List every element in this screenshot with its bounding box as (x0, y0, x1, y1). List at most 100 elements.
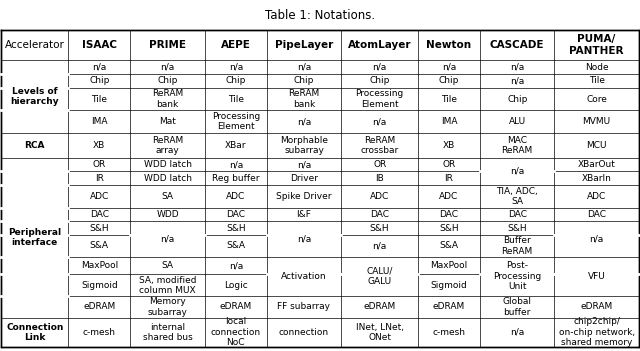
Text: S&A: S&A (90, 241, 109, 250)
Text: XBar: XBar (225, 141, 246, 150)
Text: Newton: Newton (426, 40, 472, 50)
Text: Logic: Logic (224, 281, 248, 290)
Text: DAC: DAC (440, 210, 458, 219)
Text: ISAAC: ISAAC (82, 40, 117, 50)
Text: IMA: IMA (441, 117, 457, 126)
Text: DAC: DAC (90, 210, 109, 219)
Text: Spike Driver: Spike Driver (276, 192, 332, 201)
Text: Processing
Element: Processing Element (212, 112, 260, 131)
Text: MaxPool: MaxPool (81, 261, 118, 270)
Text: S&A: S&A (227, 241, 245, 250)
Text: IR: IR (95, 174, 104, 183)
Text: Node: Node (585, 63, 609, 72)
Text: Peripheral
interface: Peripheral interface (8, 228, 61, 247)
Text: Driver: Driver (290, 174, 318, 183)
Text: Tile: Tile (228, 94, 244, 104)
Text: n/a: n/a (228, 261, 243, 270)
Text: Tile: Tile (441, 94, 457, 104)
Text: WDD latch: WDD latch (143, 160, 191, 169)
Text: ADC: ADC (587, 192, 606, 201)
Text: Buffer
ReRAM: Buffer ReRAM (502, 236, 533, 256)
Text: n/a: n/a (510, 63, 524, 72)
Text: chip2chip/
on-chip network,
shared memory: chip2chip/ on-chip network, shared memor… (559, 317, 635, 347)
Text: Table 1: Notations.: Table 1: Notations. (265, 9, 375, 22)
Text: IR: IR (445, 174, 453, 183)
Text: S&H: S&H (226, 224, 246, 233)
Text: Global
buffer: Global buffer (502, 297, 532, 317)
Text: S&H: S&H (508, 224, 527, 233)
Text: n/a: n/a (510, 328, 524, 337)
Text: n/a: n/a (161, 63, 175, 72)
Text: c-mesh: c-mesh (433, 328, 465, 337)
Text: MCU: MCU (586, 141, 607, 150)
Text: Chip: Chip (89, 77, 109, 85)
Text: AtomLayer: AtomLayer (348, 40, 412, 50)
Text: Post-
Processing
Unit: Post- Processing Unit (493, 261, 541, 291)
Text: n/a: n/a (372, 117, 387, 126)
Text: n/a: n/a (297, 117, 311, 126)
Text: internal
shared bus: internal shared bus (143, 323, 193, 342)
Text: local
connection
NoC: local connection NoC (211, 317, 261, 347)
Text: S&H: S&H (90, 224, 109, 233)
Text: SA: SA (161, 192, 173, 201)
Text: Mat: Mat (159, 117, 176, 126)
Text: WDD latch: WDD latch (143, 174, 191, 183)
Text: FF subarray: FF subarray (278, 303, 330, 311)
Text: MaxPool: MaxPool (430, 261, 468, 270)
Text: IB: IB (375, 174, 384, 183)
Text: S&A: S&A (440, 241, 458, 250)
Text: Chip: Chip (369, 77, 390, 85)
Text: Chip: Chip (225, 77, 246, 85)
Text: MVMU: MVMU (582, 117, 611, 126)
Text: Chip: Chip (294, 77, 314, 85)
Text: ReRAM
crossbar: ReRAM crossbar (360, 135, 399, 155)
Text: n/a: n/a (589, 234, 604, 244)
Text: AEPE: AEPE (221, 40, 251, 50)
Text: SA: SA (161, 261, 173, 270)
Text: WDD: WDD (156, 210, 179, 219)
Text: Accelerator: Accelerator (5, 40, 65, 50)
Text: DAC: DAC (508, 210, 527, 219)
Text: c-mesh: c-mesh (83, 328, 116, 337)
Text: XB: XB (443, 141, 455, 150)
Text: DAC: DAC (587, 210, 606, 219)
Text: PipeLayer: PipeLayer (275, 40, 333, 50)
Text: PUMA/
PANTHER: PUMA/ PANTHER (570, 34, 624, 56)
Text: n/a: n/a (372, 63, 387, 72)
Text: MAC
ReRAM: MAC ReRAM (502, 135, 533, 155)
Text: eDRAM: eDRAM (83, 303, 115, 311)
Text: ReRAM
bank: ReRAM bank (152, 89, 183, 109)
Text: ReRAM
array: ReRAM array (152, 135, 183, 155)
Text: S&H: S&H (439, 224, 459, 233)
Text: OR: OR (442, 160, 456, 169)
Text: Core: Core (586, 94, 607, 104)
Text: Morphable
subarray: Morphable subarray (280, 135, 328, 155)
Text: n/a: n/a (297, 160, 311, 169)
Text: Memory
subarray: Memory subarray (148, 297, 188, 317)
Text: Activation: Activation (281, 272, 327, 281)
Text: XBarOut: XBarOut (578, 160, 616, 169)
Text: CASCADE: CASCADE (490, 40, 545, 50)
Text: Sigmoid: Sigmoid (81, 281, 118, 290)
Text: XBarIn: XBarIn (582, 174, 612, 183)
Text: Processing
Element: Processing Element (355, 89, 404, 109)
Text: DAC: DAC (227, 210, 245, 219)
Text: Chip: Chip (507, 94, 527, 104)
Text: n/a: n/a (161, 234, 175, 244)
Text: ALU: ALU (509, 117, 525, 126)
Text: n/a: n/a (297, 63, 311, 72)
Text: ADC: ADC (90, 192, 109, 201)
Text: TIA, ADC,
SA: TIA, ADC, SA (497, 187, 538, 206)
Text: CALU/
GALU: CALU/ GALU (367, 267, 393, 286)
Text: eDRAM: eDRAM (220, 303, 252, 311)
Text: IMA: IMA (91, 117, 108, 126)
Text: ADC: ADC (439, 192, 459, 201)
Text: Levels of
hierarchy: Levels of hierarchy (10, 87, 59, 106)
Text: VFU: VFU (588, 272, 605, 281)
Text: OR: OR (373, 160, 387, 169)
Text: RCA: RCA (24, 141, 45, 150)
Text: SA, modified
column MUX: SA, modified column MUX (139, 276, 196, 295)
Text: ReRAM
bank: ReRAM bank (289, 89, 319, 109)
Text: Tile: Tile (589, 77, 605, 85)
Text: Tile: Tile (92, 94, 108, 104)
